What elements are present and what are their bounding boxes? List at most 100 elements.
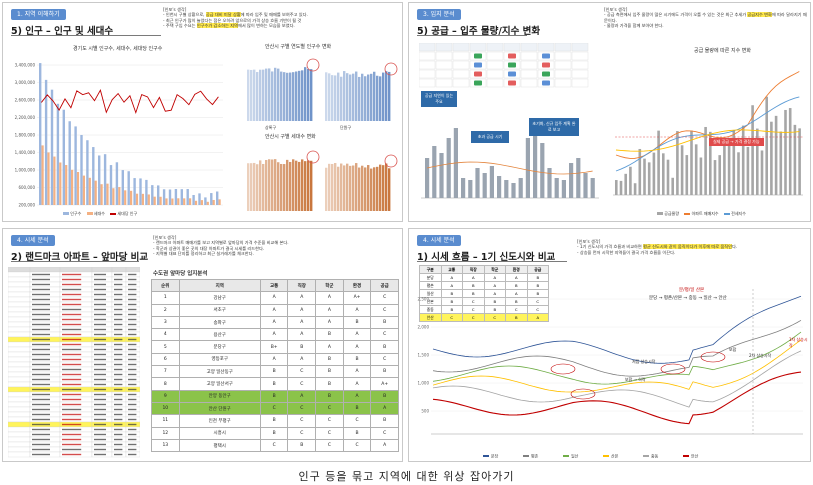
table-cell: 시흥시 [178, 426, 261, 440]
y-tick-label: 1,800,000 [15, 133, 36, 138]
table-cell: A [287, 389, 317, 403]
table-cell: C [370, 328, 399, 342]
cell-text [32, 343, 50, 346]
bar [268, 159, 271, 211]
bar [56, 103, 60, 205]
table-cell: B [342, 352, 372, 367]
trend-label: 분당 → 평촌/산본 → 중동 → 일산 → 안산 [649, 296, 727, 301]
cell-text [114, 328, 123, 331]
column-header: 구분 [419, 265, 442, 274]
table-cell: 인천 부평구 [178, 414, 261, 428]
table-cell [7, 341, 31, 348]
cell-text [62, 413, 82, 416]
cell-text [114, 373, 123, 376]
cell-text [114, 448, 123, 451]
cell-text [94, 418, 106, 421]
highlight-ellipse [570, 388, 596, 400]
memo: [인포's 생각] - 공급 측면에서 입주 물량이 많은 시기에도 가격이 오… [604, 7, 807, 28]
table-cell [435, 69, 453, 79]
cell-text [114, 438, 123, 441]
bar [358, 76, 361, 121]
cell-text [128, 383, 137, 386]
cell-text [128, 363, 137, 366]
table-cell: 1 [151, 291, 180, 305]
y-tick-label: 3,400,000 [15, 63, 36, 68]
table-row: 1 강남구 A A A A+ C [151, 291, 399, 305]
bar [147, 194, 150, 205]
bar [271, 159, 274, 211]
cell-text [62, 308, 82, 311]
legend-swatch [643, 455, 649, 457]
bar [71, 169, 74, 205]
table-cell: C [287, 426, 317, 440]
cell-text [32, 433, 50, 436]
bar [177, 198, 180, 205]
cell-text [32, 353, 50, 356]
bar [633, 183, 637, 195]
cell-text [114, 393, 123, 396]
bar [367, 165, 370, 211]
table-cell: B [342, 401, 372, 416]
cell-text [128, 353, 137, 356]
bar [793, 124, 797, 195]
bar [130, 190, 133, 205]
bar [367, 74, 370, 121]
cell-text [114, 338, 123, 341]
cell-text [62, 403, 82, 406]
bar [629, 166, 632, 195]
cell-text [128, 448, 137, 451]
bar [80, 135, 83, 205]
cell-text [114, 383, 123, 386]
bar [283, 72, 286, 121]
cell-text [94, 308, 106, 311]
cell-text [32, 423, 50, 426]
bar [340, 76, 343, 121]
legend-swatch [523, 455, 529, 457]
cell-text [62, 438, 82, 441]
cell-text [114, 343, 123, 346]
table-cell: 용산구 [178, 328, 261, 342]
bar [666, 159, 670, 195]
bar [482, 173, 487, 198]
series-line [426, 161, 593, 175]
cell-text [62, 448, 82, 451]
y-tick-label: 1,400,000 [15, 150, 36, 155]
bar [561, 180, 566, 198]
table-cell [486, 78, 504, 88]
table-cell [7, 326, 31, 333]
series-line [41, 89, 219, 115]
cell-text [62, 373, 82, 376]
slide-title: 5) 인구 – 인구 및 세대수 [11, 26, 114, 37]
cell-text [62, 348, 82, 351]
bar [295, 71, 298, 121]
bar [307, 68, 310, 121]
table-cell [486, 60, 504, 70]
bar [307, 160, 310, 211]
section-tag: 4. 시세 분석 [417, 235, 461, 246]
column-header: 학군 [315, 278, 344, 293]
cell-text [32, 448, 50, 451]
legend-label: 중동 [651, 454, 659, 459]
cell-text [94, 383, 106, 386]
table-cell [418, 78, 436, 88]
y-tick-label: 500 [421, 409, 429, 414]
bar [106, 183, 109, 205]
slide-supply: 3. 입지 분석 5) 공급 – 입주 물량/지수 변화 [인포's 생각] -… [408, 2, 811, 222]
bar [68, 121, 71, 205]
cell-text [114, 283, 123, 286]
bar [145, 179, 148, 205]
cell-text [128, 368, 137, 371]
legend-swatch [683, 455, 689, 457]
bar [468, 180, 473, 198]
table-row: 11 인천 부평구 B C C C B [151, 414, 399, 428]
cell-text [128, 403, 137, 406]
bar [174, 189, 178, 205]
highlight-circle [306, 58, 320, 72]
bar [388, 71, 391, 121]
bar [151, 185, 154, 205]
table-cell: C [287, 401, 317, 416]
cell-text [94, 323, 106, 326]
cell-text [32, 443, 50, 446]
bar [760, 150, 764, 195]
bar [709, 131, 712, 195]
